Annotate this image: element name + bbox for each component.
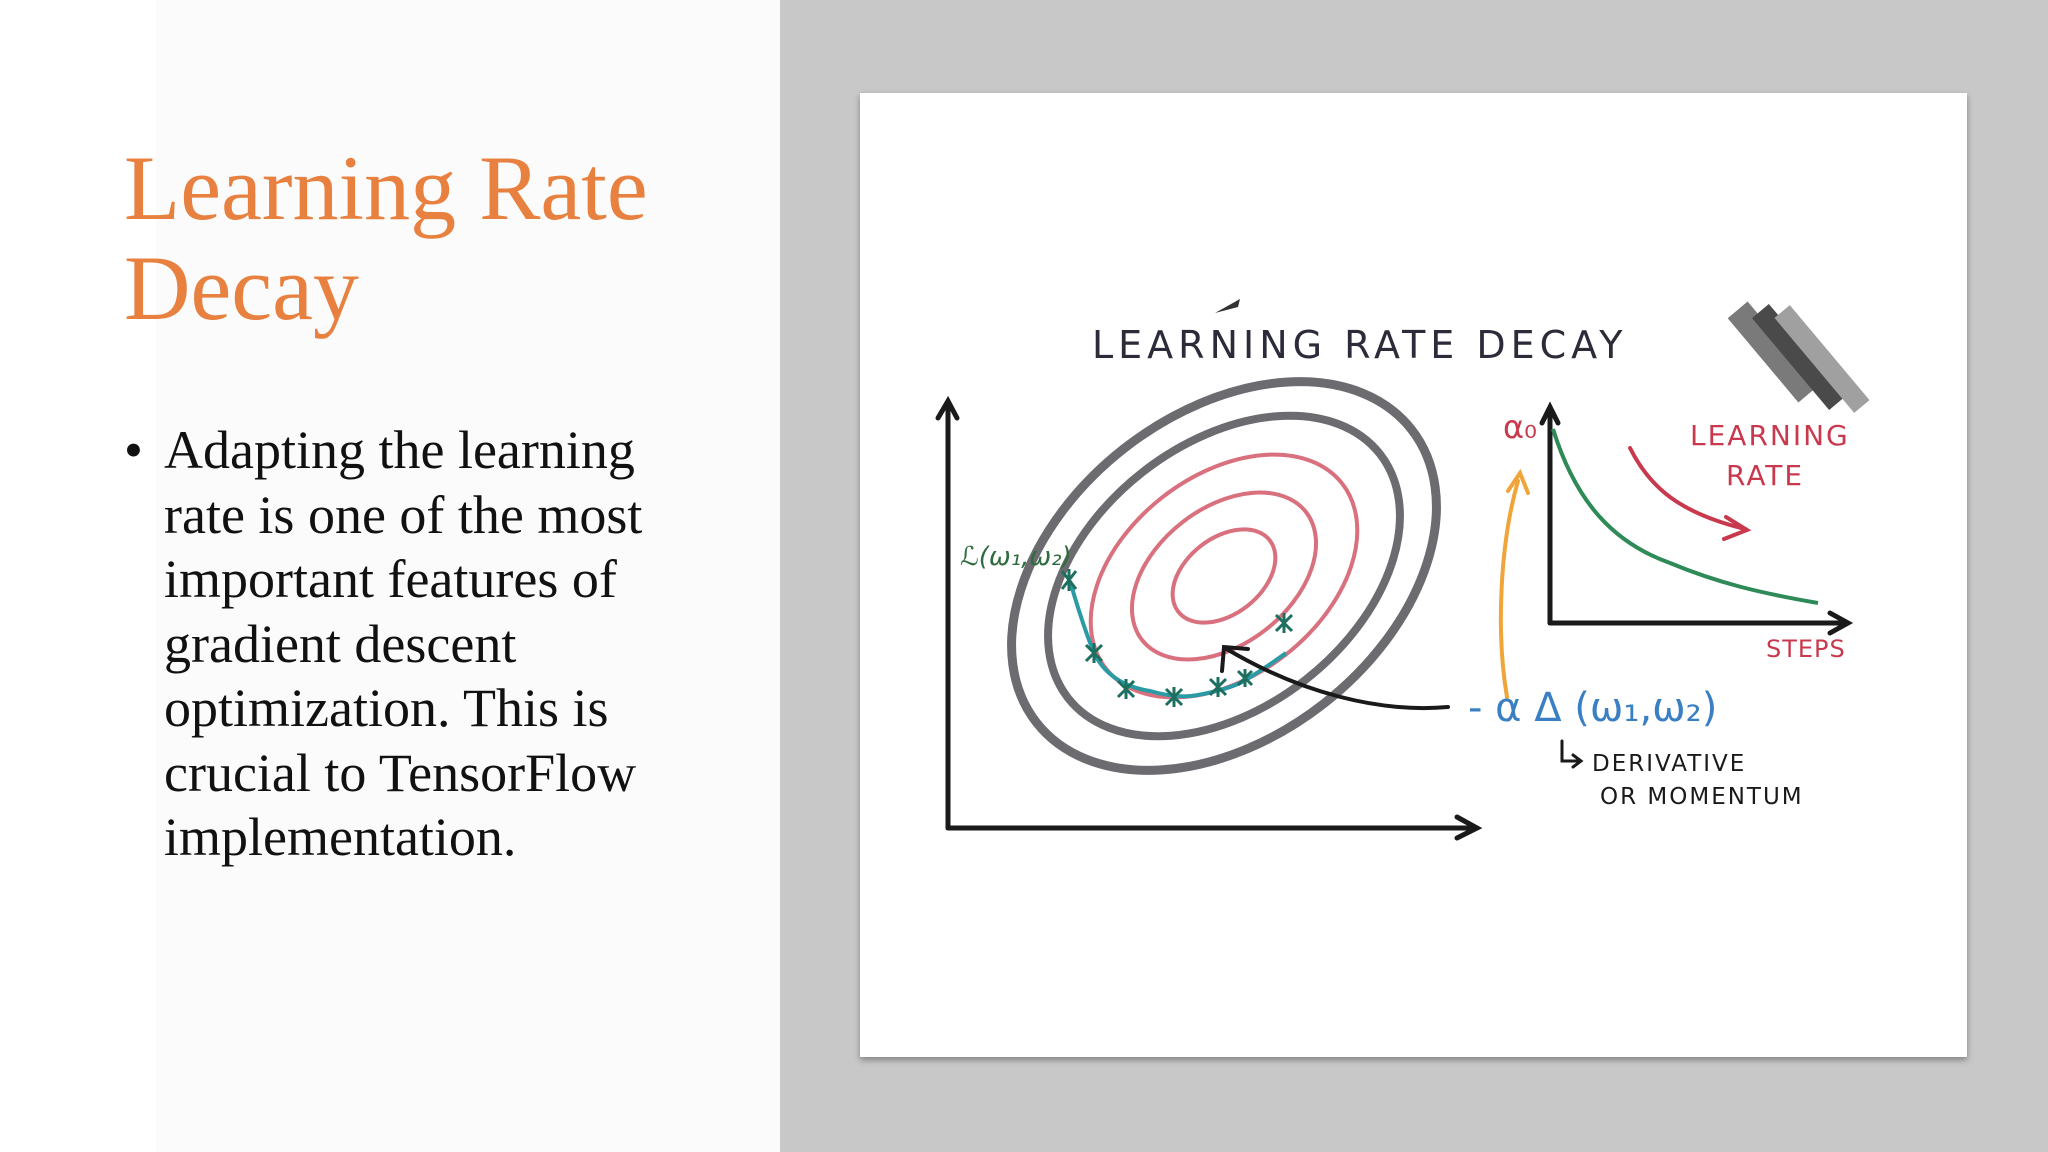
- learning-rate-label-line1: LEARNING: [1690, 419, 1850, 452]
- decay-curve: [1551, 428, 1819, 605]
- bullet-text: Adapting the learning rate is one of the…: [164, 420, 643, 867]
- update-formula: - α Δ (ω₁,ω₂): [1468, 685, 1717, 731]
- note-line1: DERIVATIVE: [1592, 751, 1746, 777]
- bullet-dot: •: [124, 420, 143, 480]
- photo-edge-mask: [1880, 273, 1967, 433]
- slide-title: Learning Rate Decay: [124, 137, 648, 339]
- pen-mark-decoration: [1215, 299, 1240, 313]
- bullet-item: • Adapting the learning rate is one of t…: [124, 418, 724, 870]
- alpha-link-arrow: [1498, 468, 1530, 699]
- descent-path: [1060, 569, 1294, 707]
- note-line2: OR MOMENTUM: [1600, 784, 1804, 810]
- alpha0-label: α₀: [1503, 408, 1537, 446]
- diagram-heading: LEARNING RATE DECAY: [1092, 323, 1627, 367]
- learning-rate-label-line2: RATE: [1726, 459, 1804, 492]
- learning-rate-arrow: [1628, 446, 1752, 541]
- left-axes: [935, 395, 1483, 841]
- right-axes: [1539, 401, 1854, 636]
- steps-label: STEPS: [1766, 635, 1846, 663]
- update-arrow: [1220, 644, 1450, 711]
- contour-ellipses: [1007, 377, 1441, 775]
- slide-text-panel: Learning Rate Decay • Adapting the learn…: [0, 0, 780, 1152]
- diagram-svg: LEARNING RATE DECAY: [935, 273, 1967, 841]
- note-hook-arrow: [1560, 739, 1584, 769]
- learning-rate-diagram: LEARNING RATE DECAY: [860, 93, 1967, 1057]
- loss-function-label: ℒ(ω₁,ω₂): [960, 542, 1072, 572]
- marker-pens-decoration: [1727, 301, 1870, 413]
